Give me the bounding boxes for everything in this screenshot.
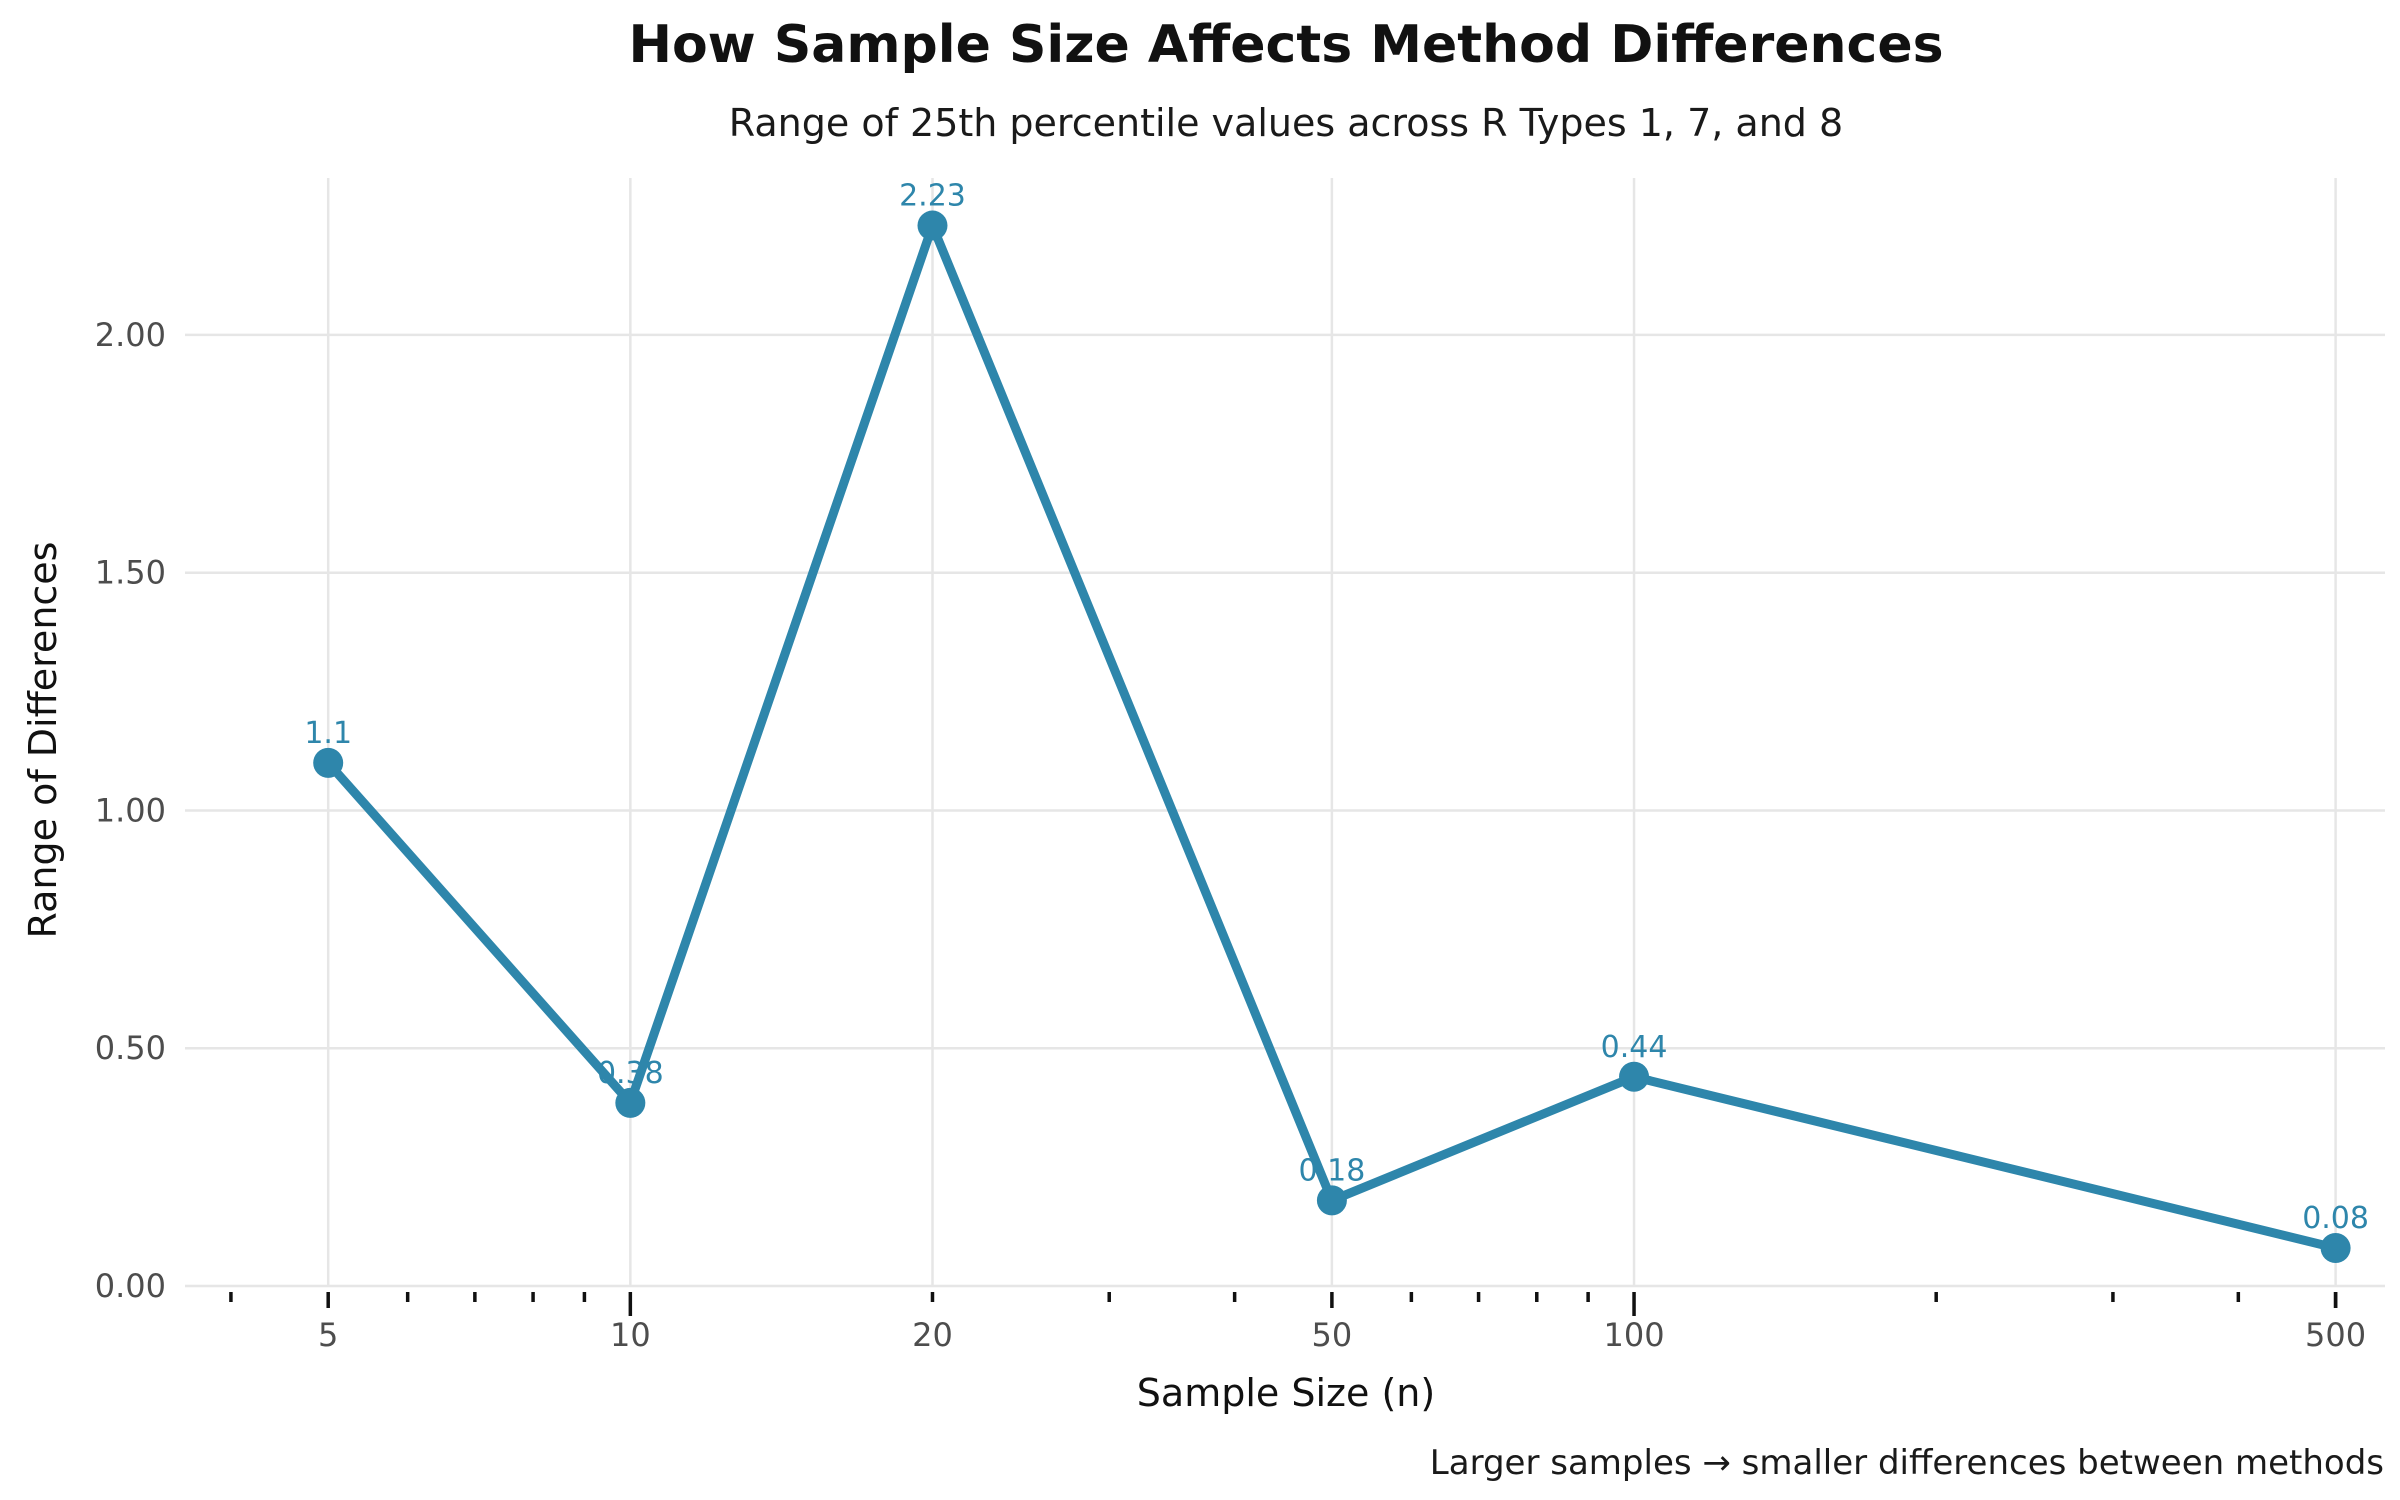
series-line (323, 221, 2341, 1253)
data-label: 2.23 (899, 179, 966, 214)
chart-subtitle: Range of 25th percentile values across R… (729, 101, 1843, 145)
chart-caption: Larger samples → smaller differences bet… (1430, 1443, 2384, 1483)
x-tick-label: 500 (2305, 1316, 2366, 1354)
x-axis-title: Sample Size (n) (1137, 1371, 1435, 1415)
y-tick-label: 2.00 (95, 316, 166, 354)
data-label: 0.18 (1298, 1153, 1365, 1188)
data-label: 0.08 (2302, 1201, 2369, 1236)
y-axis-title: Range of Differences (21, 542, 65, 939)
y-tick-label: 1.50 (95, 554, 166, 592)
data-point (917, 210, 948, 241)
axis-tick-labels: 0.00 0.50 1.00 1.50 2.00 5 10 20 50 100 500 (95, 316, 2366, 1354)
data-point (615, 1087, 646, 1118)
grid (185, 178, 2385, 1288)
data-labels: 1.1 0.38 2.23 0.18 0.44 0.08 (304, 179, 2369, 1236)
data-point (313, 747, 344, 778)
data-point (2320, 1232, 2351, 1263)
x-tick-label: 10 (610, 1316, 651, 1354)
x-tick-label: 50 (1312, 1316, 1353, 1354)
data-label: 1.1 (304, 716, 352, 751)
data-point (1619, 1061, 1650, 1092)
x-tick-label: 5 (318, 1316, 338, 1354)
log-axis-ticks (229, 1292, 2338, 1316)
data-label: 0.44 (1601, 1030, 1668, 1065)
chart-title: How Sample Size Affects Method Differenc… (628, 15, 1943, 75)
x-tick-label: 100 (1604, 1316, 1665, 1354)
data-label: 0.38 (597, 1056, 664, 1091)
y-tick-label: 1.00 (95, 791, 166, 829)
series (313, 210, 2351, 1263)
x-tick-label: 20 (912, 1316, 953, 1354)
data-point (1316, 1185, 1347, 1216)
y-tick-label: 0.50 (95, 1029, 166, 1067)
y-tick-label: 0.00 (95, 1267, 166, 1305)
